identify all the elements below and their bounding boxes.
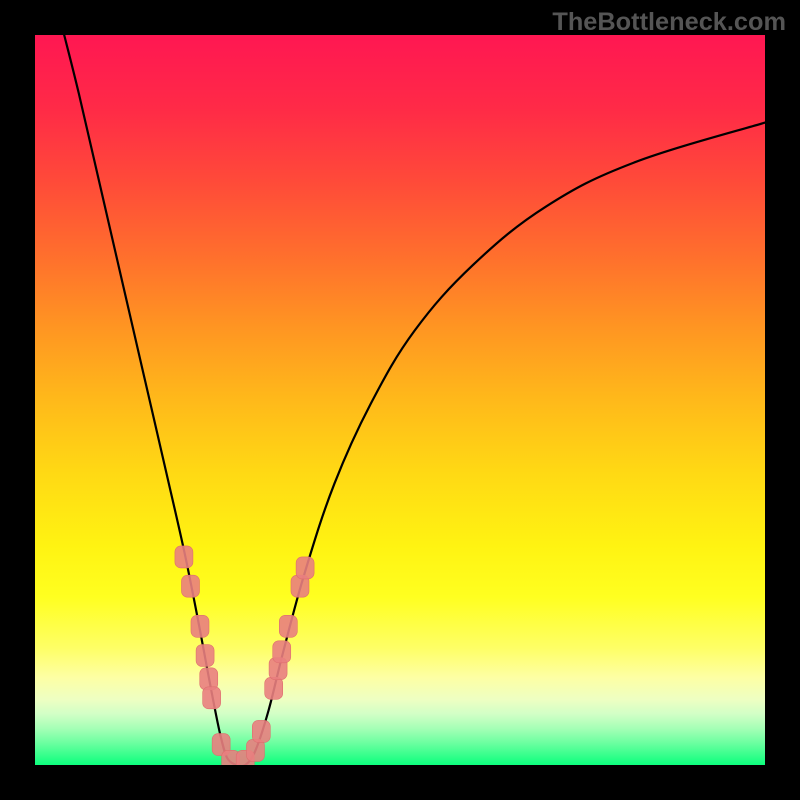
data-marker	[191, 615, 209, 637]
data-marker	[175, 546, 193, 568]
data-marker	[203, 687, 221, 709]
data-marker	[279, 615, 297, 637]
data-marker	[196, 645, 214, 667]
bottleneck-curve-right	[236, 123, 765, 765]
curve-layer	[35, 35, 765, 765]
watermark-text: TheBottleneck.com	[552, 8, 786, 37]
data-marker	[273, 641, 291, 663]
data-marker	[252, 720, 270, 742]
data-marker	[181, 575, 199, 597]
plot-area	[35, 35, 765, 765]
data-marker	[265, 677, 283, 699]
data-marker	[296, 557, 314, 579]
marker-group	[175, 546, 314, 765]
chart-stage: TheBottleneck.com	[0, 0, 800, 800]
